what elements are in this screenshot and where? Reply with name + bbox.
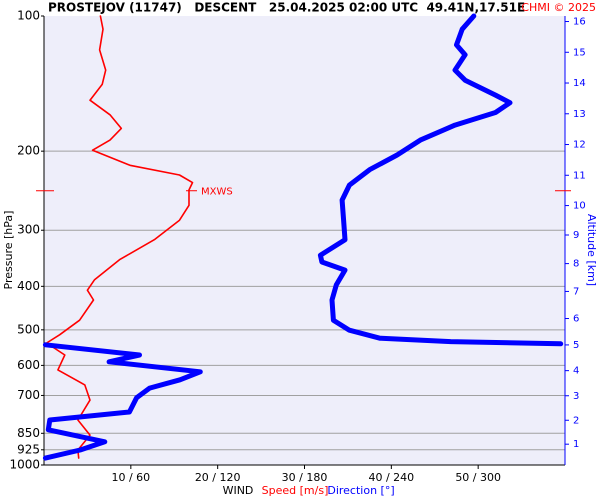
plot-background	[44, 16, 565, 465]
y2-tick-label: 3	[573, 391, 579, 402]
y-axis-label: Pressure [hPa]	[2, 211, 15, 290]
y2-tick-label: 1	[573, 439, 579, 450]
y2-tick-label: 13	[573, 109, 586, 120]
y2-axis-label: Altitude [km]	[585, 214, 598, 286]
y-tick-label: 1000	[9, 458, 40, 472]
y2-tick-label: 2	[573, 415, 579, 426]
legend-entry: Speed [m/s]	[262, 484, 329, 497]
x-tick-label: 20 / 120	[195, 471, 241, 484]
legend-entry: Direction [°]	[327, 484, 394, 497]
y2-tick-label: 15	[573, 47, 586, 58]
chart-title: PROSTEJOV (11747) DESCENT 25.04.2025 02:…	[48, 1, 525, 15]
y2-tick-label: 4	[573, 366, 579, 377]
y2-tick-label: 11	[573, 170, 586, 181]
series-line	[45, 15, 194, 459]
x-tick-label: 10 / 60	[111, 471, 150, 484]
y2-tick-label: 7	[573, 286, 579, 297]
y2-tick-label: 12	[573, 140, 586, 151]
series-line	[42, 13, 564, 461]
y-tick-label: 300	[17, 223, 40, 237]
y-tick-label: 925	[17, 442, 40, 456]
y2-tick-label: 9	[573, 230, 579, 241]
y-tick-label: 100	[17, 9, 40, 23]
y-tick-label: 600	[17, 358, 40, 372]
y-tick-label: 850	[17, 426, 40, 440]
y-tick-label: 200	[17, 144, 40, 158]
credit: CHMI © 2025	[521, 1, 596, 14]
x-tick-label: 50 / 300	[455, 471, 501, 484]
x-tick-label: 40 / 240	[368, 471, 414, 484]
y2-tick-label: 8	[573, 259, 579, 270]
y-tick-label: 400	[17, 279, 40, 293]
y2-tick-label: 10	[573, 201, 586, 212]
y2-tick-label: 16	[573, 17, 586, 28]
y-tick-label: 500	[17, 322, 40, 336]
y2-tick-label: 5	[573, 340, 579, 351]
annotation: MXWS	[201, 187, 233, 198]
x-axis-label: WIND	[223, 484, 254, 497]
y-tick-label: 700	[17, 388, 40, 402]
y2-tick-label: 14	[573, 78, 586, 89]
x-tick-label: 30 / 180	[282, 471, 328, 484]
y2-tick-label: 6	[573, 314, 579, 325]
